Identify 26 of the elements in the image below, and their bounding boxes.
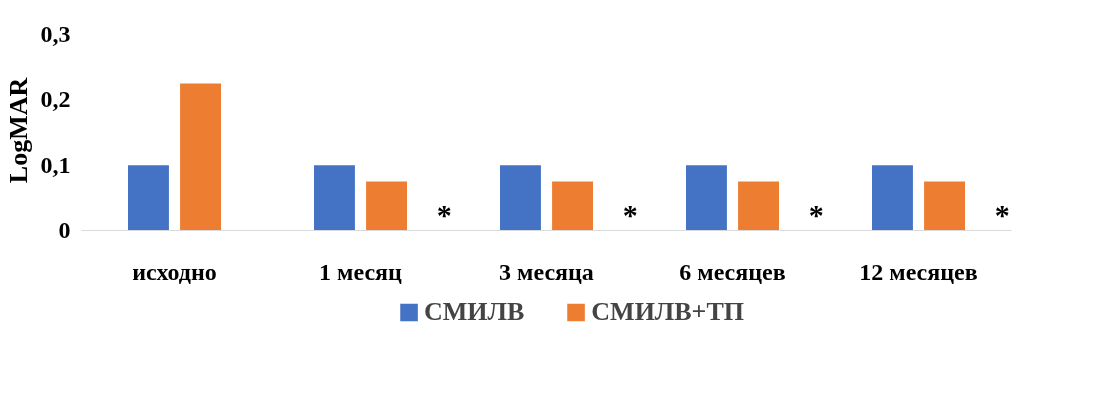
annotation: * (436, 198, 452, 231)
x-tick-label: 3 месяца (499, 258, 594, 285)
legend-label: СМИЛВ+ТП (591, 297, 744, 327)
y-tick-label: 0,3 (40, 20, 71, 47)
bar (738, 181, 779, 231)
x-tick-label: 1 месяц (319, 258, 403, 285)
bar (366, 181, 407, 231)
bar (180, 83, 221, 231)
y-tick-label: 0,1 (40, 151, 71, 178)
y-tick-label: 0,2 (40, 86, 71, 113)
annotation: * (622, 198, 638, 231)
bar (314, 165, 355, 231)
x-tick-label: 6 месяцев (679, 258, 786, 285)
annotation: * (994, 198, 1010, 231)
y-axis-title: LogMAR (3, 77, 33, 184)
bar (872, 165, 913, 231)
bar (686, 165, 727, 231)
x-tick-label: 12 месяцев (859, 258, 978, 285)
annotation: * (808, 198, 824, 231)
legend-label: СМИЛВ (424, 297, 525, 327)
y-tick-label: 0 (58, 217, 71, 243)
bar (500, 165, 541, 231)
bar (552, 181, 593, 231)
x-tick-label: исходно (132, 258, 217, 285)
bar (128, 165, 169, 231)
bar (924, 181, 965, 231)
